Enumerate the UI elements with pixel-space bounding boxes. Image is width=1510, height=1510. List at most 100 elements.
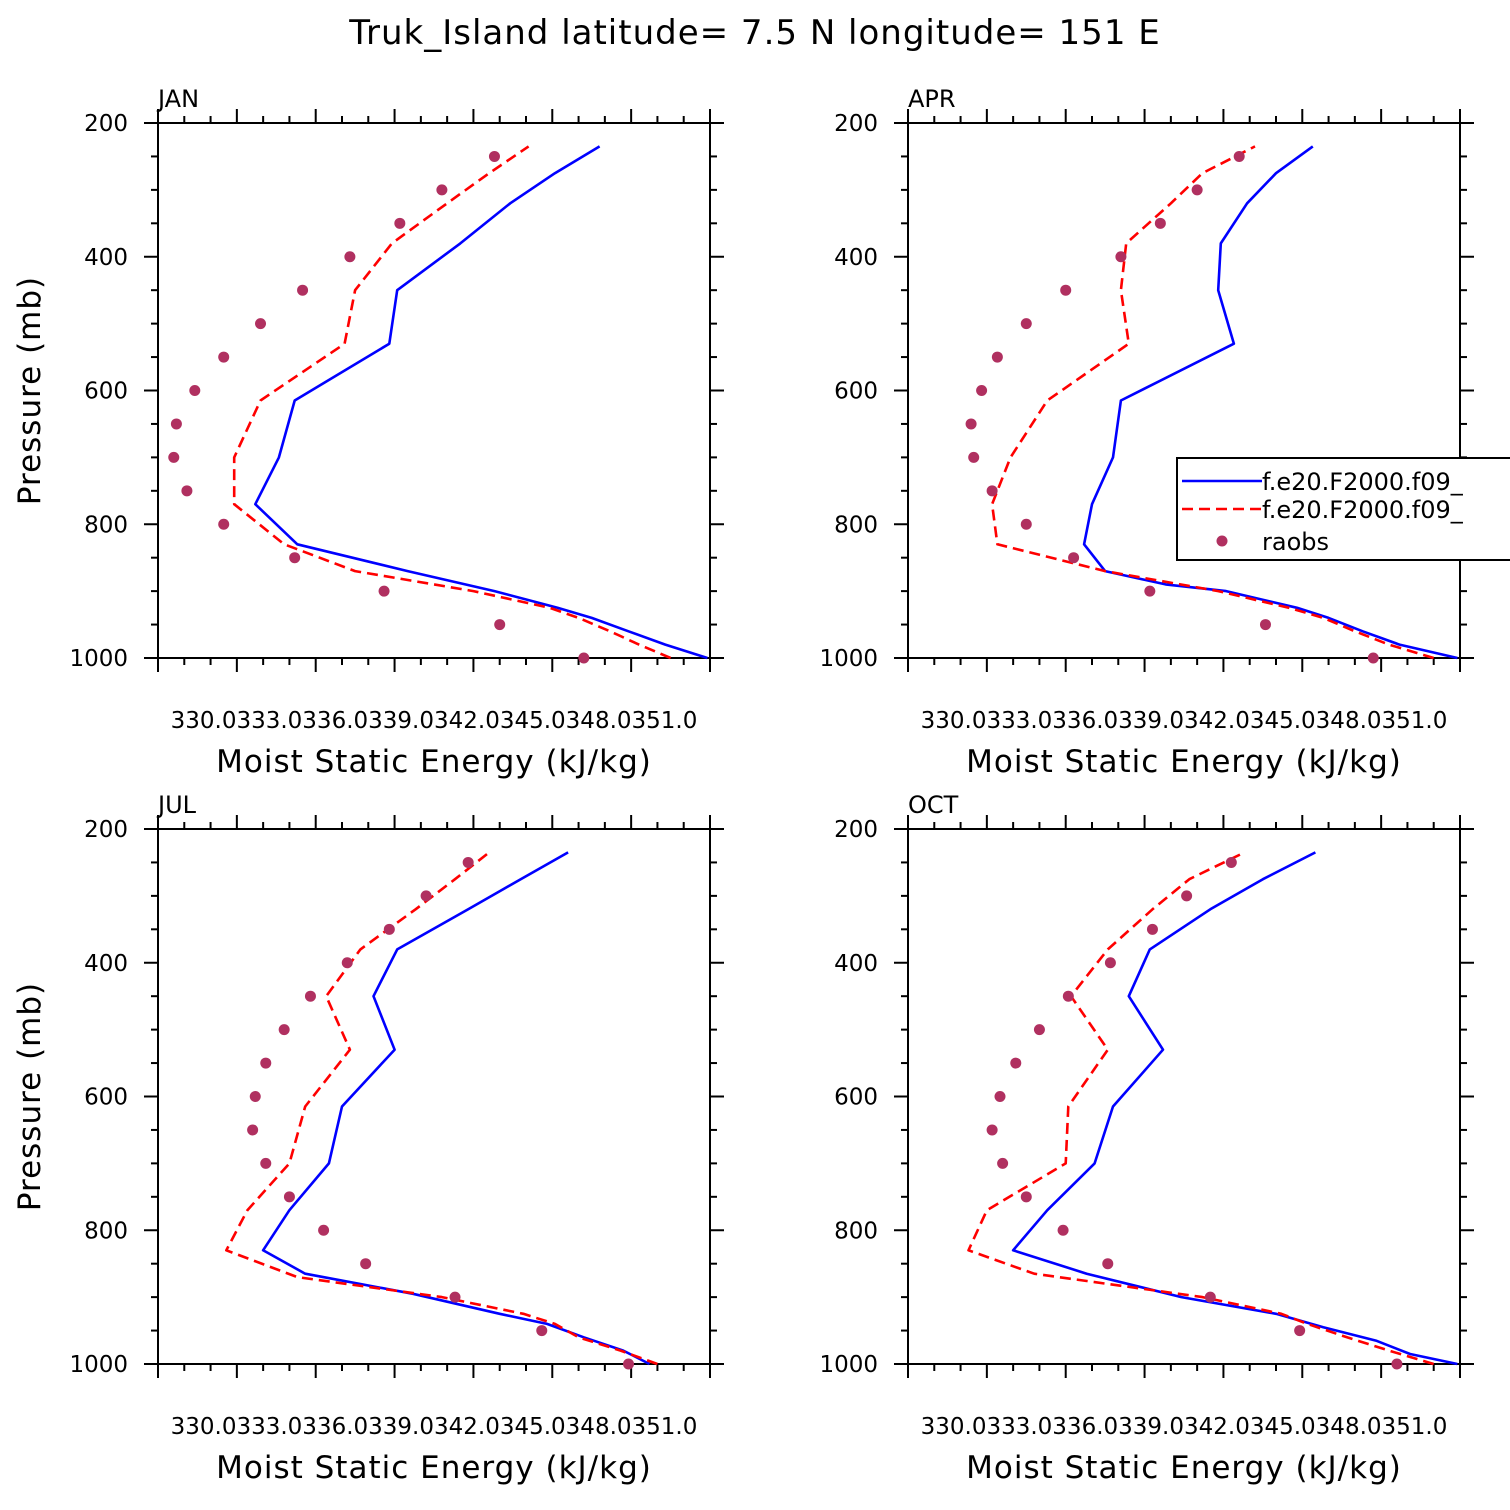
raobs-point	[449, 1291, 461, 1303]
raobs-point	[168, 451, 180, 463]
x-axis-title: Moist Static Energy (kJ/kg)	[216, 1450, 652, 1486]
raobs-point	[383, 923, 395, 935]
legend: f.e20.F2000.f09_f.e20.F2000.f09_raobs	[1176, 457, 1510, 561]
raobs-point	[1020, 1191, 1032, 1203]
raobs-point	[578, 652, 590, 664]
raobs-point	[344, 251, 356, 263]
y-tick-label: 600	[834, 379, 878, 405]
raobs-point	[994, 1091, 1006, 1102]
y-tick-label: 200	[84, 111, 128, 137]
x-tick-labels: 330.0333.0336.0339.0342.0345.0348.0351.0	[171, 1414, 698, 1440]
panel-label: JUL	[156, 791, 197, 819]
raobs-point	[1057, 1224, 1069, 1236]
raobs-point	[1367, 652, 1379, 664]
raobs-point	[1146, 923, 1158, 935]
y-tick-label: 200	[834, 817, 878, 843]
raobs-point	[1391, 1358, 1403, 1370]
plot-frame	[907, 122, 1461, 659]
raobs-point	[378, 585, 390, 597]
raobs-point	[623, 1358, 635, 1370]
raobs-point	[1060, 284, 1072, 296]
model-a-line	[261, 851, 651, 1366]
model-b-line	[232, 145, 672, 660]
legend-swatch-marker	[1216, 535, 1228, 547]
y-tick-label: 800	[84, 512, 128, 538]
y-axis-title: Pressure (mb)	[12, 276, 48, 505]
raobs-point	[494, 619, 506, 631]
x-axis-title: Moist Static Energy (kJ/kg)	[966, 744, 1402, 780]
raobs-point	[1020, 318, 1032, 330]
panel-jul: 330.0333.0336.0339.0342.0345.0348.0351.0…	[12, 791, 724, 1486]
raobs-point	[1068, 552, 1080, 564]
model-b-line	[967, 851, 1435, 1366]
raobs-point	[394, 217, 406, 229]
y-axis-title: Pressure (mb)	[12, 982, 48, 1211]
raobs-point	[420, 890, 432, 902]
raobs-point	[1102, 1258, 1114, 1270]
raobs-point	[1204, 1291, 1216, 1303]
y-tick-label: 800	[84, 1218, 128, 1244]
raobs-point	[1020, 518, 1032, 530]
y-tick-label: 200	[834, 111, 878, 137]
model-a-line	[254, 145, 708, 660]
raobs-point	[1181, 890, 1193, 902]
panel-label: OCT	[908, 791, 959, 819]
legend-box	[1176, 457, 1510, 561]
model-a-line	[1011, 851, 1458, 1366]
panel-label: APR	[908, 85, 956, 113]
x-tick-labels: 330.0333.0336.0339.0342.0345.0348.0351.0	[171, 708, 698, 734]
raobs-point	[289, 552, 301, 564]
raobs-point	[1144, 585, 1156, 597]
x-tick-labels: 330.0333.0336.0339.0342.0345.0348.0351.0	[921, 708, 1448, 734]
raobs-point	[1033, 1024, 1045, 1036]
x-axis-title: Moist Static Energy (kJ/kg)	[966, 1450, 1402, 1486]
y-tick-label: 400	[84, 245, 128, 271]
panel-oct: 330.0333.0336.0339.0342.0345.0348.0351.0…	[819, 791, 1474, 1486]
raobs-point	[260, 1157, 272, 1169]
raobs-point	[1104, 957, 1116, 969]
raobs-point	[260, 1057, 272, 1069]
legend-entry-label: f.e20.F2000.f09_	[1262, 496, 1464, 524]
y-tick-label: 200	[84, 817, 128, 843]
raobs-point	[986, 1124, 998, 1136]
y-tick-label: 400	[834, 951, 878, 977]
legend-entry-label: f.e20.F2000.f09_	[1262, 468, 1464, 496]
raobs-point	[283, 1191, 295, 1203]
y-tick-label: 1000	[819, 1352, 878, 1378]
raobs-point	[1062, 990, 1074, 1002]
raobs-point	[986, 485, 998, 497]
legend-entry-label: raobs	[1262, 528, 1329, 556]
y-tick-label: 400	[834, 245, 878, 271]
raobs-point	[536, 1325, 548, 1337]
raobs-point	[249, 1091, 261, 1102]
raobs-point	[436, 184, 448, 196]
raobs-point	[218, 518, 230, 530]
model-b-line	[225, 851, 658, 1366]
raobs-point	[218, 351, 230, 363]
raobs-point	[170, 418, 182, 430]
y-tick-label: 1000	[69, 646, 128, 672]
raobs-point	[360, 1258, 372, 1270]
raobs-point	[297, 284, 309, 296]
panels: 330.0333.0336.0339.0342.0345.0348.0351.0…	[12, 85, 1474, 1486]
y-tick-label: 400	[84, 951, 128, 977]
raobs-point	[1233, 150, 1245, 162]
raobs-point	[997, 1157, 1009, 1169]
raobs-point	[189, 385, 201, 396]
panel-apr: 330.0333.0336.0339.0342.0345.0348.0351.0…	[819, 85, 1474, 780]
raobs-point	[965, 418, 977, 430]
raobs-point	[968, 451, 980, 463]
raobs-point	[255, 318, 267, 330]
plot-frame	[157, 828, 711, 1365]
raobs-point	[1259, 619, 1271, 631]
y-tick-label: 600	[84, 379, 128, 405]
raobs-point	[1225, 856, 1237, 868]
raobs-point	[991, 351, 1003, 363]
raobs-point	[488, 150, 500, 162]
y-tick-label: 1000	[69, 1352, 128, 1378]
raobs-point	[341, 957, 353, 969]
raobs-point	[278, 1024, 290, 1036]
raobs-point	[976, 385, 988, 396]
x-tick-labels: 330.0333.0336.0339.0342.0345.0348.0351.0	[921, 1414, 1448, 1440]
figure-title: Truk_Island latitude= 7.5 N longitude= 1…	[348, 13, 1161, 53]
